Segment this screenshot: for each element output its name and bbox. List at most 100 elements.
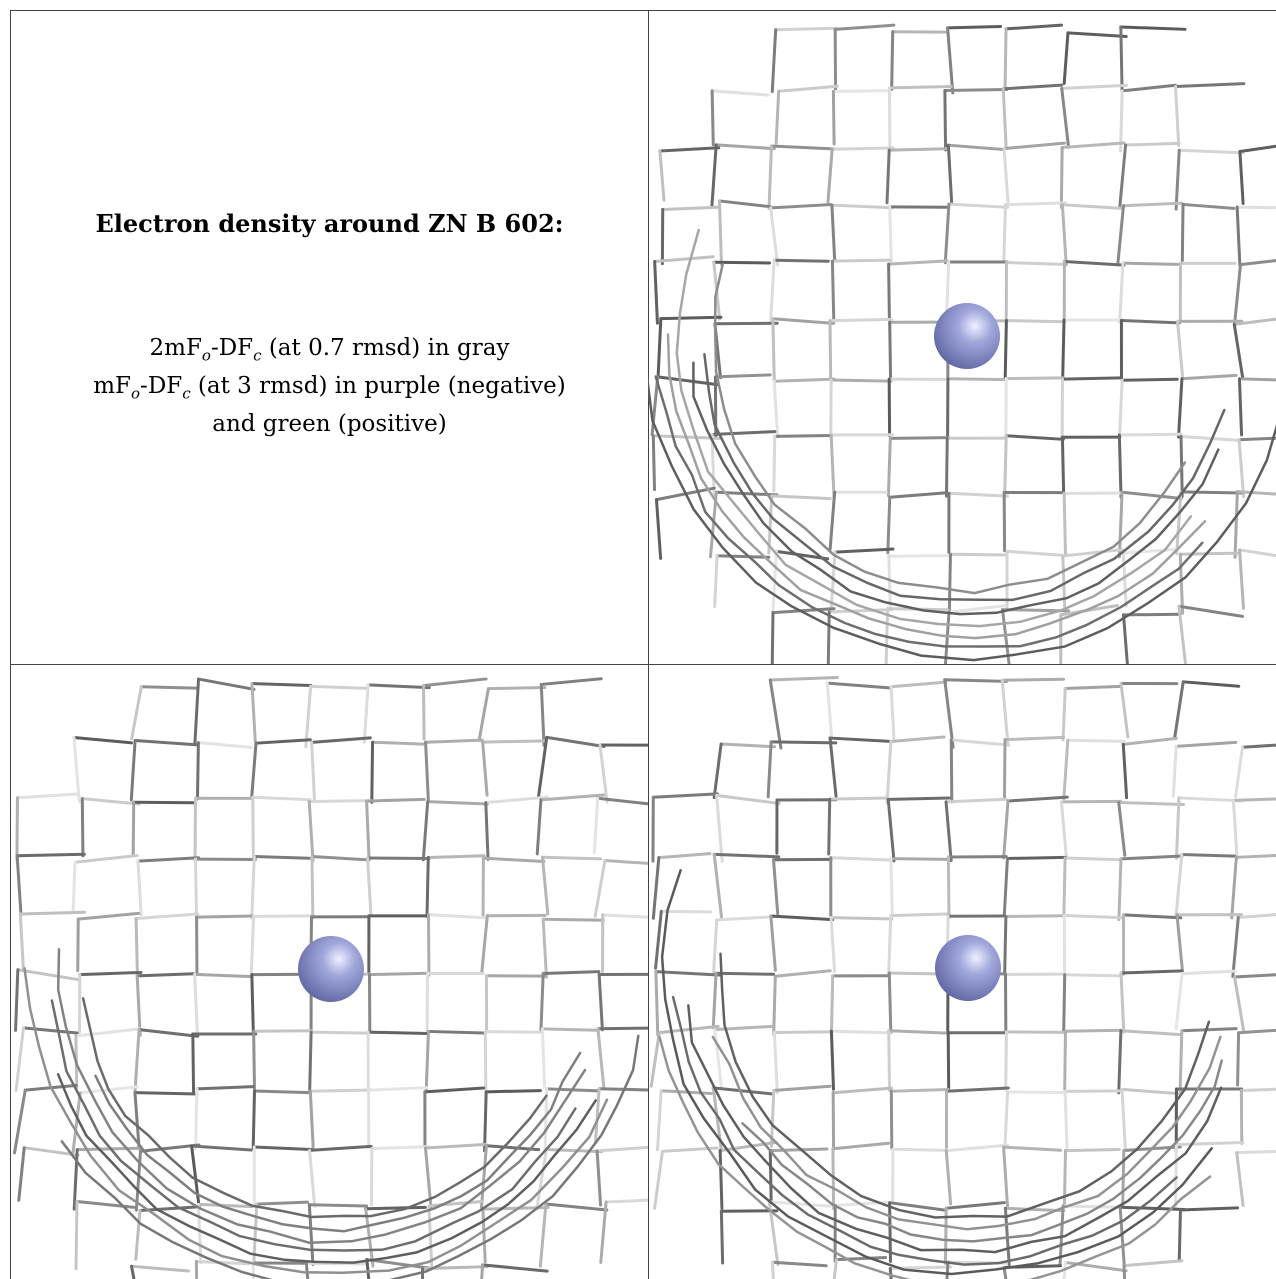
mesh-edge [1122, 1264, 1127, 1279]
mesh-edge [833, 23, 896, 31]
mesh-edge [1180, 1027, 1238, 1033]
mesh-edge [715, 554, 771, 559]
mesh-edge [1232, 322, 1245, 379]
mesh-edge [481, 739, 548, 744]
mesh-edge [190, 1144, 253, 1152]
mesh-edge [774, 26, 838, 32]
mesh-edge [1117, 1029, 1123, 1095]
mesh-edge [1066, 31, 1128, 39]
mesh-edge [423, 1146, 433, 1209]
mesh-edge [16, 968, 79, 981]
mesh-edge [1060, 435, 1066, 495]
mesh-edge [1002, 203, 1007, 264]
mesh-edge [1174, 796, 1181, 860]
mesh-rim-strand [703, 353, 1226, 602]
mesh-edge [597, 973, 604, 1032]
mesh-edge [1180, 202, 1185, 262]
mesh-edge [944, 1201, 1006, 1210]
mesh-edge [719, 1209, 725, 1265]
mesh-edge [1178, 1029, 1184, 1096]
mesh-edge [651, 434, 657, 492]
mesh-edge [889, 857, 894, 918]
mesh-edge [887, 554, 951, 558]
mesh-edge [1004, 23, 1064, 31]
mesh-edge [888, 205, 893, 265]
mesh-edge [592, 796, 600, 855]
mesh-rim-strand [81, 997, 548, 1219]
mesh-edge [1119, 25, 1187, 31]
mesh-edge [1179, 434, 1242, 442]
mesh-edge [1174, 852, 1184, 920]
mesh-edge [770, 28, 778, 93]
mesh-edge [1003, 915, 1008, 976]
mesh-edge [1064, 1147, 1121, 1153]
mesh-edge [1060, 203, 1068, 267]
mesh-edge [834, 1256, 888, 1262]
mesh-edge [1059, 800, 1068, 860]
mesh-edge [1233, 973, 1276, 979]
mesh-edge [1177, 604, 1187, 664]
mesh-edge [773, 433, 834, 438]
mesh-edge [769, 206, 780, 267]
mesh-edge [593, 1087, 601, 1145]
mesh-edge [1175, 490, 1183, 555]
mesh-edge [710, 143, 718, 209]
mesh-edge [717, 199, 723, 267]
mesh-edge [654, 498, 663, 560]
mesh-edge [1232, 317, 1276, 326]
mesh-edge [826, 610, 831, 664]
mesh-edge [1119, 318, 1181, 325]
mesh-edge [424, 740, 430, 803]
mesh-edge [540, 1027, 600, 1032]
mesh-edge [889, 912, 949, 918]
mesh-edge [825, 681, 834, 739]
mesh-edge [1118, 261, 1125, 324]
mesh-edge [710, 432, 716, 497]
mesh-edge [1063, 856, 1122, 862]
mesh-edge [655, 1089, 663, 1152]
density-mesh [649, 676, 1276, 1279]
mesh-edge [1001, 83, 1064, 91]
mesh-edge [1234, 745, 1244, 799]
mesh-edge [1059, 799, 1123, 804]
mesh-edge [74, 1200, 79, 1271]
mesh-edge [887, 554, 892, 612]
mesh-edge [888, 1201, 948, 1212]
mesh-edge [1060, 86, 1071, 149]
mesh-edge [713, 1028, 723, 1089]
mesh-edge [653, 1149, 664, 1210]
mesh-edge [712, 852, 724, 919]
mesh-edge [1062, 31, 1070, 85]
mesh-edge [251, 795, 255, 860]
mesh-edge [1237, 377, 1276, 382]
mesh-edge [538, 1202, 548, 1268]
mesh-edge [1061, 548, 1124, 558]
mesh-edge [1117, 800, 1185, 806]
mesh-edge [367, 971, 429, 977]
mesh-edge [1120, 1087, 1127, 1150]
mesh-edge [367, 1086, 429, 1092]
mesh-edge [364, 1205, 427, 1211]
mesh-rim-strand [60, 1034, 640, 1279]
mesh-edge [130, 1264, 190, 1273]
mesh-edge [139, 685, 198, 690]
mesh-edge [598, 743, 609, 804]
mesh-edge [1177, 604, 1245, 618]
mesh-edge [135, 972, 196, 978]
mesh-edge [1235, 1149, 1276, 1155]
mesh-edge [1116, 204, 1125, 267]
mesh-edge [712, 260, 771, 265]
mesh-edge [1062, 738, 1070, 801]
mesh-edge [949, 738, 1011, 747]
mesh-edge [887, 971, 893, 1035]
mesh-edge [1003, 1090, 1010, 1148]
mesh-edge [1060, 83, 1128, 90]
mesh-edge [365, 799, 371, 862]
mesh-edge [134, 916, 139, 980]
mesh-edge [1118, 378, 1124, 437]
mesh-edge [484, 795, 549, 805]
mesh-edge [1060, 203, 1125, 210]
mesh-rim-strand [56, 1073, 597, 1264]
mesh-rim-strand [50, 999, 577, 1252]
mesh-edge [943, 678, 955, 749]
